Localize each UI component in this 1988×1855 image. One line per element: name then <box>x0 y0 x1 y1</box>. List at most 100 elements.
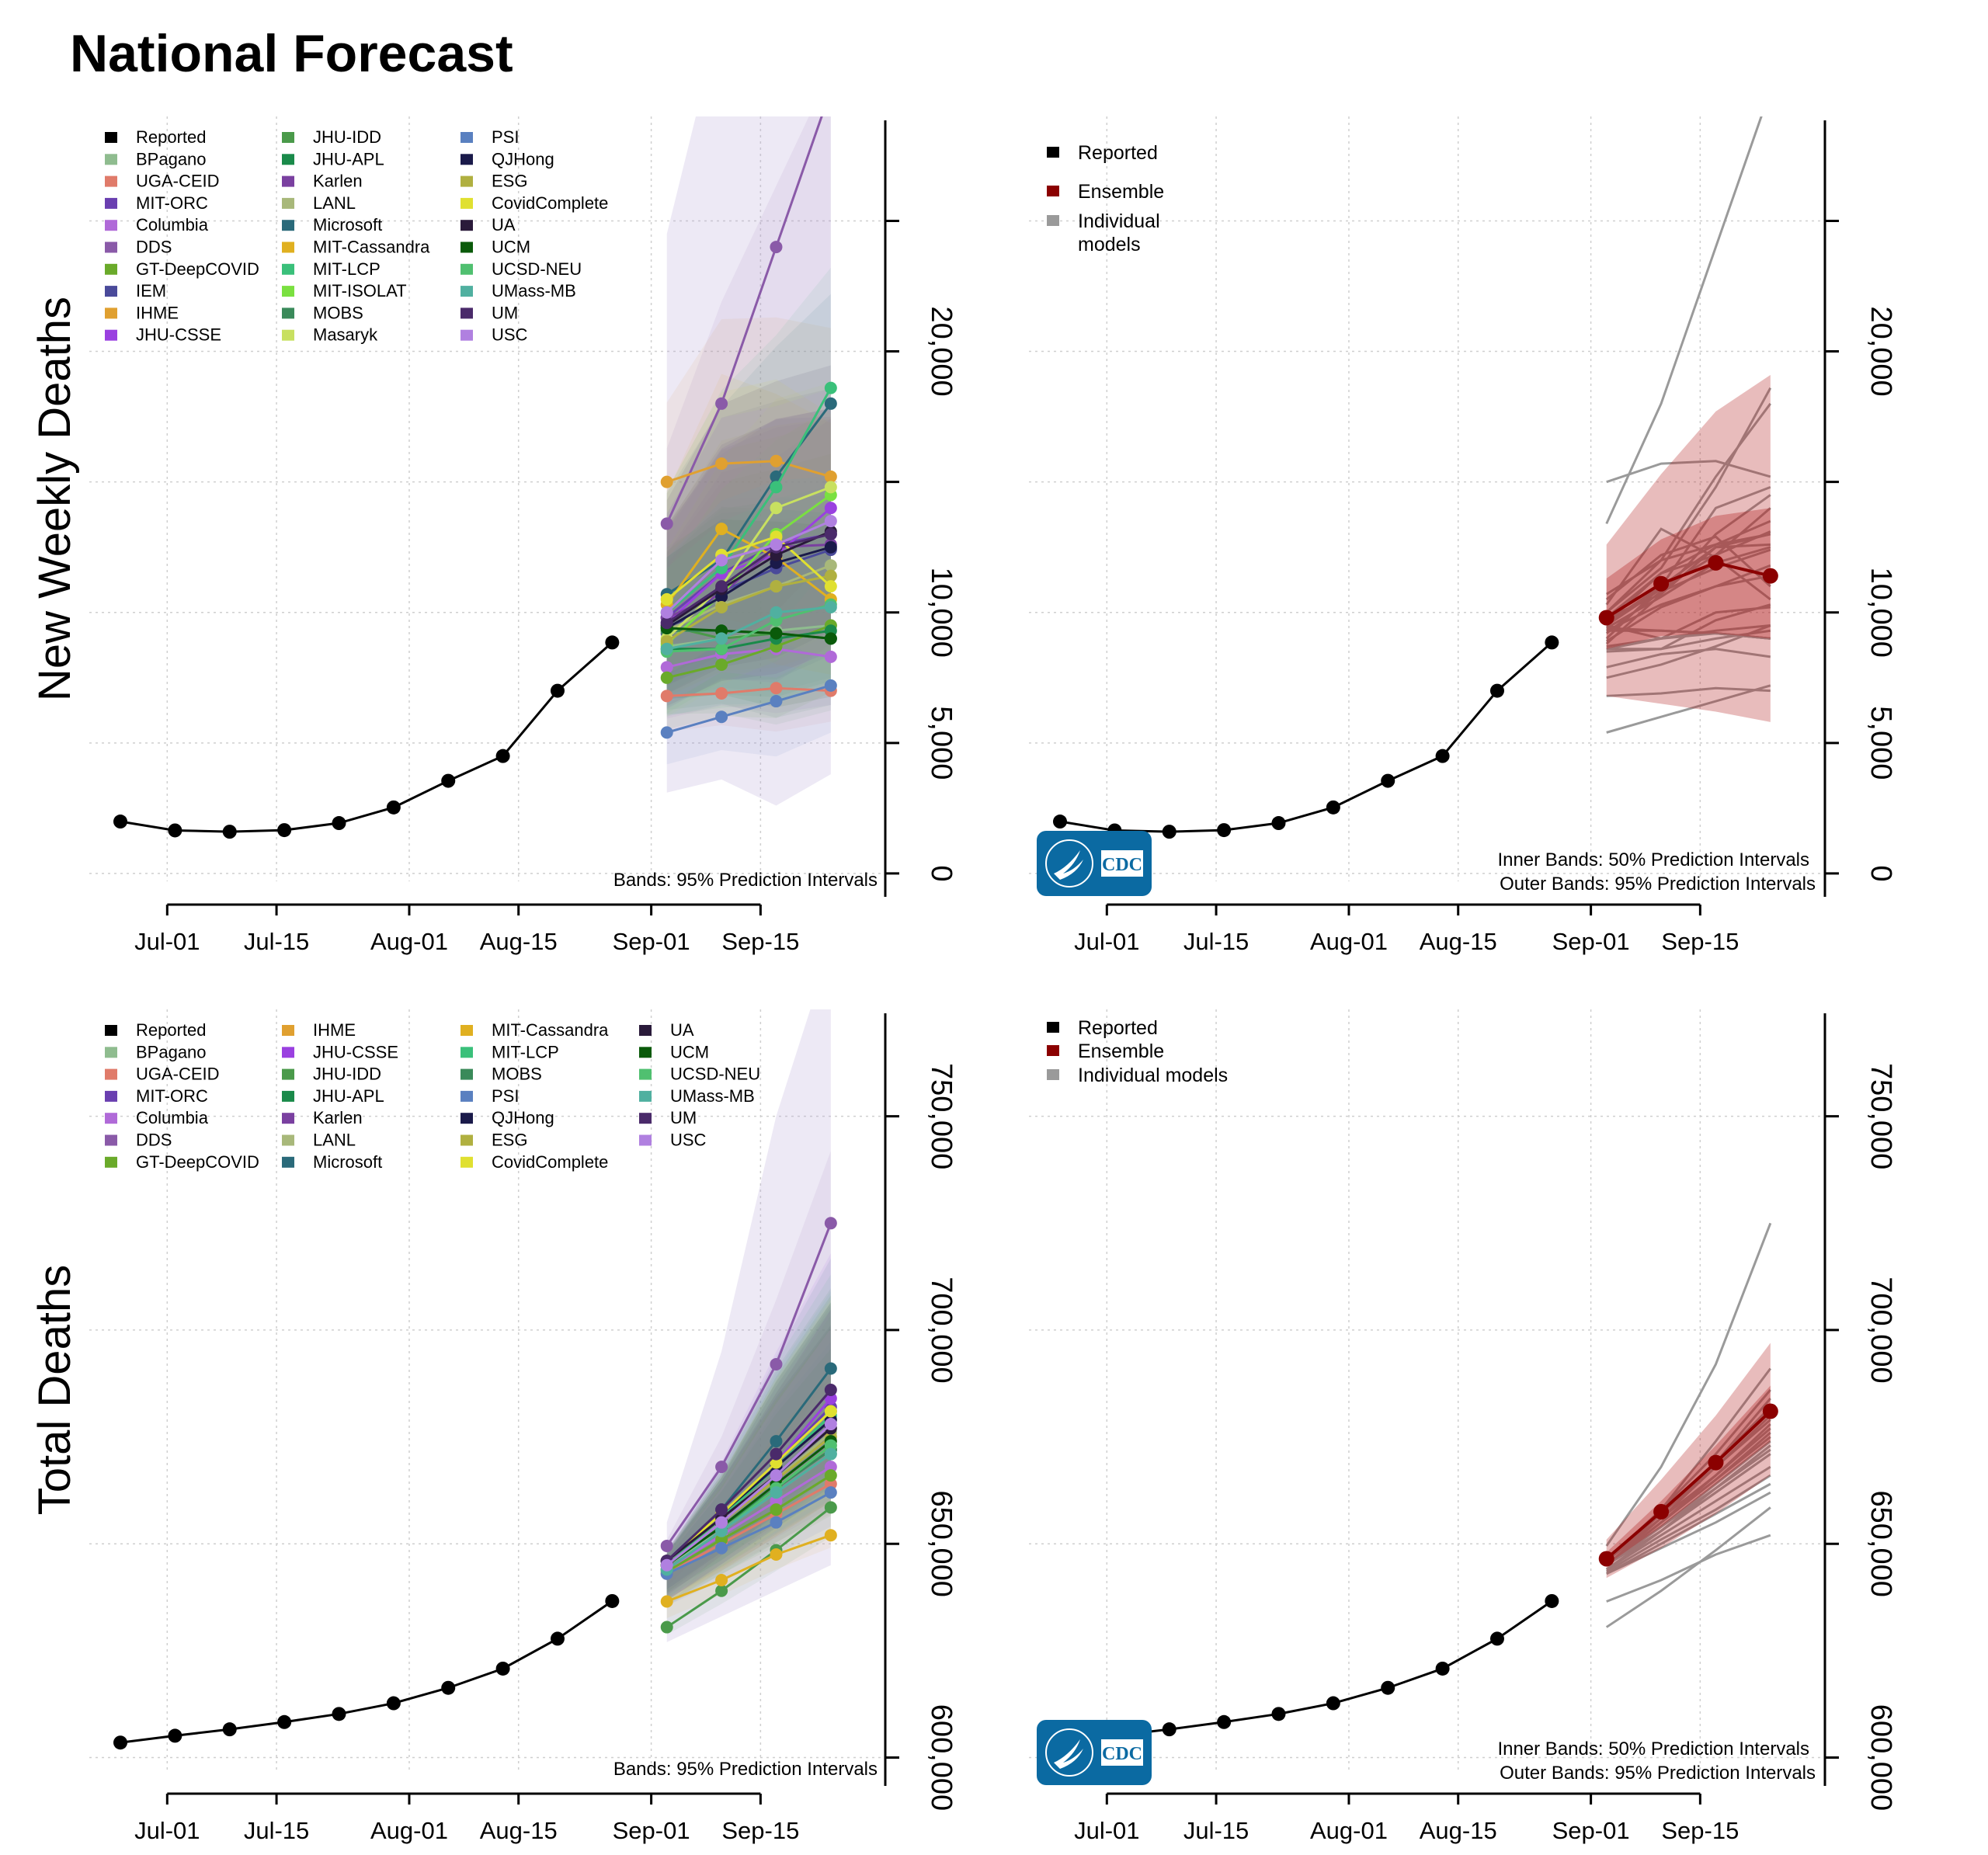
y-tick-label: 650,000 <box>1865 1491 1897 1597</box>
individual-ucsd-neu <box>1606 603 1771 653</box>
series-ensemble <box>1605 561 1771 620</box>
series-dds-point <box>824 1217 837 1230</box>
series-mit-lcp-point <box>770 481 783 494</box>
series-ihme-point <box>824 470 837 483</box>
series-ihme-point <box>770 454 783 467</box>
individual-psi <box>1606 1491 1771 1575</box>
series-gt-deepcovid-point <box>660 671 673 684</box>
legend-label: MIT-LCP <box>492 1042 559 1061</box>
individual-ua <box>1605 1427 1771 1562</box>
legend-label: UM <box>492 303 518 322</box>
series-ensemble-point <box>1653 1503 1670 1520</box>
individual-mit-cassandra <box>1605 527 1771 606</box>
eagle-icon <box>1054 1739 1083 1769</box>
series-gt-deepcovid-point <box>824 1469 837 1482</box>
legend-swatch-columbia <box>105 1113 117 1124</box>
series-reported-point <box>332 1707 346 1721</box>
y-tick-label: 10,000 <box>1865 568 1897 658</box>
ensemble-inner-band <box>1606 508 1771 649</box>
y-tick-label: 10,000 <box>925 568 958 658</box>
legend-swatch-um <box>639 1113 652 1124</box>
series-um <box>666 533 832 624</box>
legend-label: JHU-IDD <box>313 127 381 147</box>
series-umass-mb-point <box>770 1486 783 1499</box>
series-umass-mb-point <box>660 642 673 655</box>
series-mit-lcp <box>666 387 832 613</box>
series-columbia <box>666 1465 832 1571</box>
cdc-wordmark: CDC <box>1102 1744 1142 1764</box>
legend-swatch-jhu-csse <box>282 1047 294 1058</box>
series-um-point <box>715 580 728 593</box>
series-mit-cassandra <box>666 527 832 606</box>
hhs-seal-icon <box>1045 1728 1093 1777</box>
band-gt-deepcovid <box>666 453 831 730</box>
series-reported-point <box>1489 683 1504 698</box>
series-reported-point <box>1162 1722 1176 1737</box>
y-axis-label: Total Deaths <box>30 1265 80 1515</box>
series-uga-ceid-point <box>770 682 783 695</box>
legend-label: MIT-ORC <box>136 1086 208 1106</box>
y-tick-label: 5,000 <box>1865 706 1897 780</box>
individual-mit-cassandra <box>1606 1534 1771 1603</box>
series-microsoft-point <box>824 397 837 410</box>
legend-swatch-ua <box>461 220 473 231</box>
x-tick-label: Aug-15 <box>480 1817 558 1844</box>
legend-label: Microsoft <box>313 1152 382 1172</box>
legend-swatch-mit-lcp <box>282 263 294 275</box>
x-tick-label: Aug-15 <box>1420 928 1497 955</box>
x-tick-label: Aug-01 <box>1310 928 1388 955</box>
x-tick-label: Sep-15 <box>1661 1817 1739 1844</box>
series-ihme-point <box>660 475 673 488</box>
plot-area <box>1053 116 1778 839</box>
legend-swatch-usc <box>461 329 473 341</box>
series-uga-ceid <box>666 1482 832 1575</box>
series-uga-ceid-point <box>715 686 728 700</box>
series-reported-point <box>113 1735 127 1750</box>
legend-label: IEM <box>136 281 166 300</box>
individual-uga-ceid <box>1606 686 1771 697</box>
series-reported-point <box>441 773 456 788</box>
cdc-logo: CDC <box>1037 1720 1152 1785</box>
band-dds <box>666 1151 831 1588</box>
individual-ihme <box>1606 460 1771 484</box>
legend-swatch-usc <box>639 1134 652 1146</box>
series-columbia-point <box>824 1461 837 1474</box>
legend-swatch-ensemble <box>1047 186 1059 196</box>
legend-label: ESG <box>492 1131 527 1150</box>
y-tick-label: 5,000 <box>925 706 958 780</box>
series-covidcomplete <box>666 535 832 601</box>
series-jhu-idd-point <box>715 1584 728 1597</box>
series-usc <box>666 519 832 613</box>
legend-label: UCSD-NEU <box>670 1065 760 1084</box>
series-reported-point <box>113 815 127 829</box>
series-reported-point <box>550 1631 565 1646</box>
legend-swatch-umass-mb <box>639 1090 652 1102</box>
individual-usc <box>1605 1423 1771 1566</box>
legend-swatch-karlen <box>282 175 294 187</box>
legend-swatch-covidcomplete <box>461 1156 473 1168</box>
x-tick-label: Sep-15 <box>721 928 799 955</box>
series-ensemble-point <box>1762 1403 1778 1419</box>
outer-band-note: Outer Bands: 95% Prediction Intervals <box>1500 1763 1816 1784</box>
legend-swatch-dds <box>105 1134 117 1146</box>
series-usc-point <box>715 1516 728 1529</box>
legend-label: Ensemble <box>1078 1040 1164 1062</box>
band-mit-orc <box>666 1305 831 1593</box>
series-usc <box>666 1423 832 1566</box>
individual-columbia <box>1605 1465 1771 1571</box>
y-tick-label: 600,000 <box>925 1704 958 1811</box>
series-covidcomplete <box>666 1410 832 1562</box>
x-tick-label: Sep-15 <box>1661 928 1739 955</box>
series-reported-point <box>1326 800 1340 815</box>
series-jhu-csse-point <box>824 502 837 515</box>
individual-gt-deepcovid <box>1605 1474 1771 1573</box>
individual-jhu-idd <box>1605 1506 1771 1628</box>
series-jhu-csse-point <box>824 1392 837 1405</box>
band-mit-cassandra <box>666 1370 831 1618</box>
series-ihme <box>666 460 832 484</box>
legend-label: UCSD-NEU <box>492 259 582 279</box>
series-jhu-idd-point <box>660 1621 673 1634</box>
series-reported-point <box>222 1722 237 1737</box>
series-ihme-point <box>715 457 728 471</box>
